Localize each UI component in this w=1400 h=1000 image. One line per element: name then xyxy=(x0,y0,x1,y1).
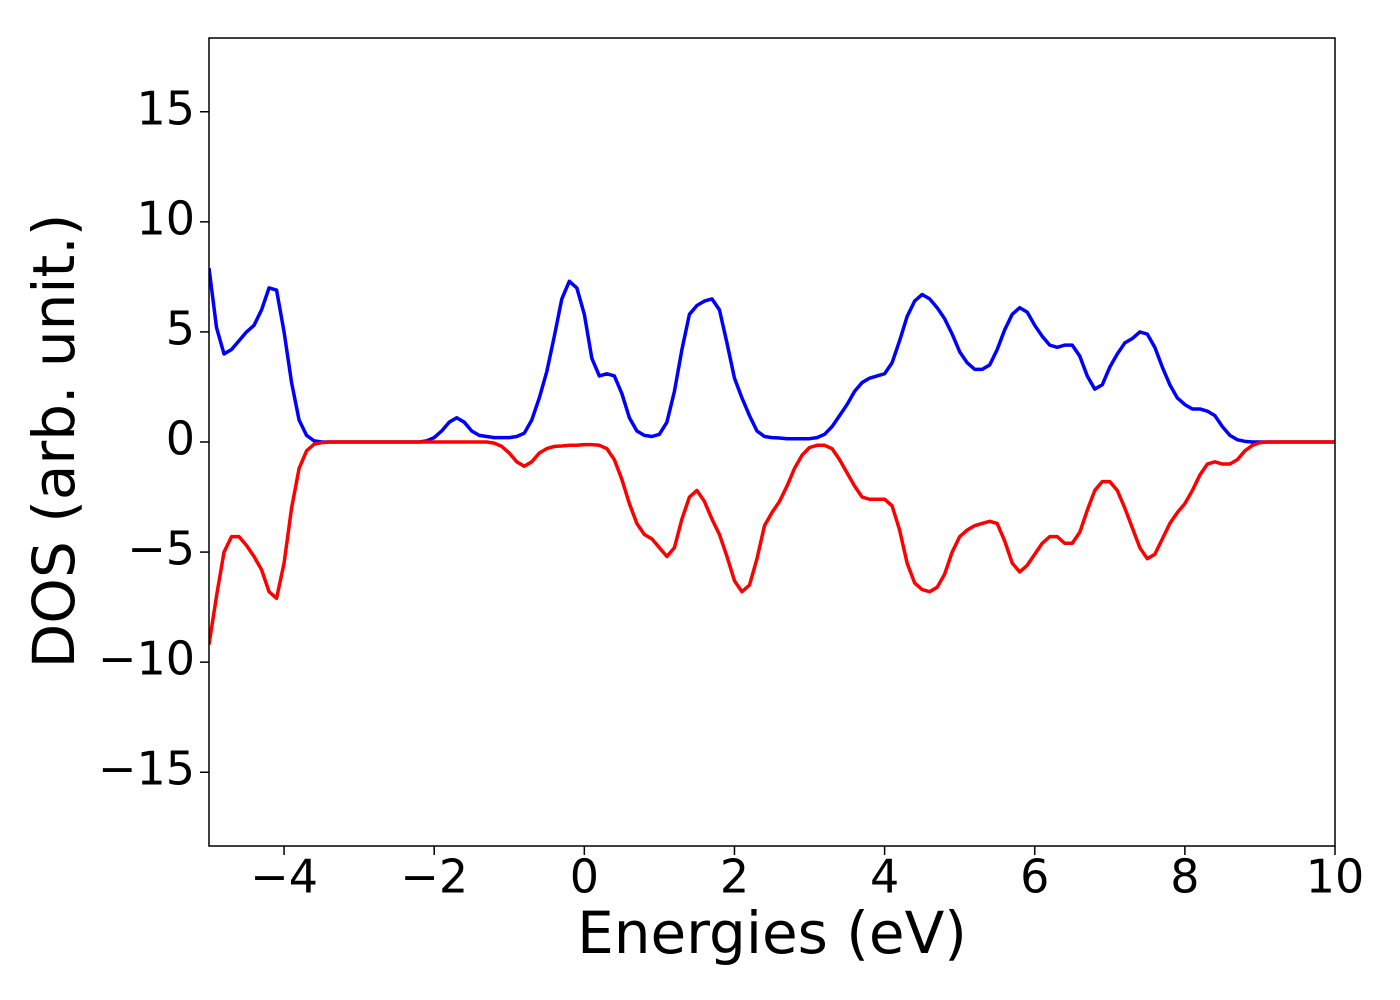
x-tick-label: 8 xyxy=(1170,850,1199,904)
x-tick-label: 2 xyxy=(720,850,749,904)
y-tick-label: 0 xyxy=(166,412,195,466)
y-tick-label: −15 xyxy=(98,742,195,796)
x-tick-label: 6 xyxy=(1020,850,1049,904)
y-tick-label: 10 xyxy=(136,191,195,245)
y-tick-label: 15 xyxy=(136,81,195,135)
dos-line xyxy=(209,267,1335,444)
dos-line xyxy=(209,440,1335,645)
x-tick-label: 4 xyxy=(870,850,899,904)
x-tick-label: −4 xyxy=(250,850,318,904)
x-axis-label: Energies (eV) xyxy=(577,899,967,967)
x-tick-label: −2 xyxy=(400,850,468,904)
x-tick-label: 10 xyxy=(1306,850,1365,904)
y-tick-label: −5 xyxy=(127,522,195,576)
plot-frame xyxy=(208,37,1336,847)
x-tick-label: 0 xyxy=(570,850,599,904)
y-tick-label: 5 xyxy=(166,301,195,355)
y-axis-label: DOS (arb. unit.) xyxy=(20,214,88,669)
plot-area xyxy=(209,267,1335,645)
y-tick-label: −10 xyxy=(98,632,195,686)
